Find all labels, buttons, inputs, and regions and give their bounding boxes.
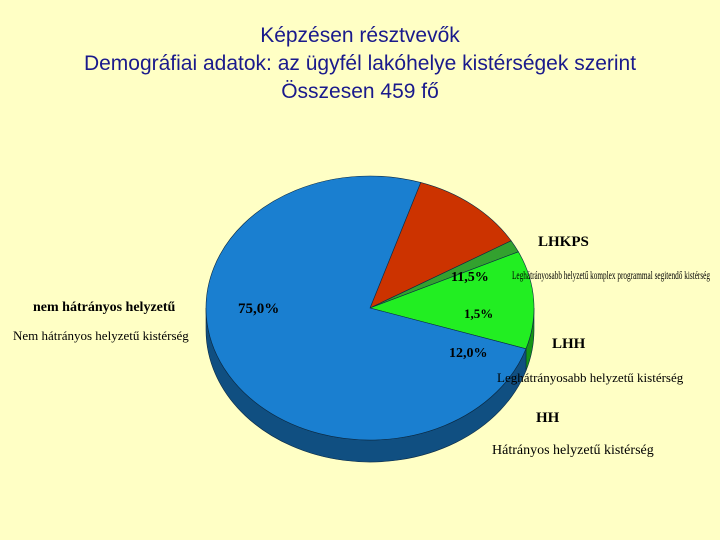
slice-label-lhkps-code: LHKPS xyxy=(538,234,589,250)
slice-label-nhh-code: nem hátrányos helyzetű xyxy=(33,300,176,315)
slice-value-lhkps: 11,5% xyxy=(451,270,489,285)
slice-value-nhh: 75,0% xyxy=(238,301,279,317)
pie-slices xyxy=(205,175,535,441)
title-line-2: Demográfiai adatok: az ügyfél lakóhelye … xyxy=(83,52,637,75)
slice-value-lhh: 12,0% xyxy=(449,346,488,361)
slice-label-hh-desc: Hátrányos helyzetű kistérség xyxy=(492,443,654,458)
slice-value-small-green: 1,5% xyxy=(464,306,493,321)
title-line-3: Összesen 459 fő xyxy=(281,80,439,103)
slice-label-hh-code: HH xyxy=(536,410,560,426)
slice-label-lhh-desc: Leghátrányosabb helyzetű kistérség xyxy=(497,370,684,385)
pie-labels: LHKPS Leghátrányosabb helyzetű komplex p… xyxy=(13,234,710,458)
title-line-1: Képzésen résztvevők xyxy=(260,24,460,47)
slice-label-lhh-code: LHH xyxy=(552,336,586,352)
pie-slice-4 xyxy=(205,175,527,441)
pie-slice-0 xyxy=(369,182,512,309)
chart-title: Képzésen résztvevők Demográfiai adatok: … xyxy=(0,22,720,106)
slice-label-lhkps-desc: Leghátrányosabb helyzetű komplex program… xyxy=(512,268,710,282)
pie-slice-2 xyxy=(369,251,535,350)
slice-label-nhh-desc: Nem hátrányos helyzetű kistérség xyxy=(13,328,189,343)
